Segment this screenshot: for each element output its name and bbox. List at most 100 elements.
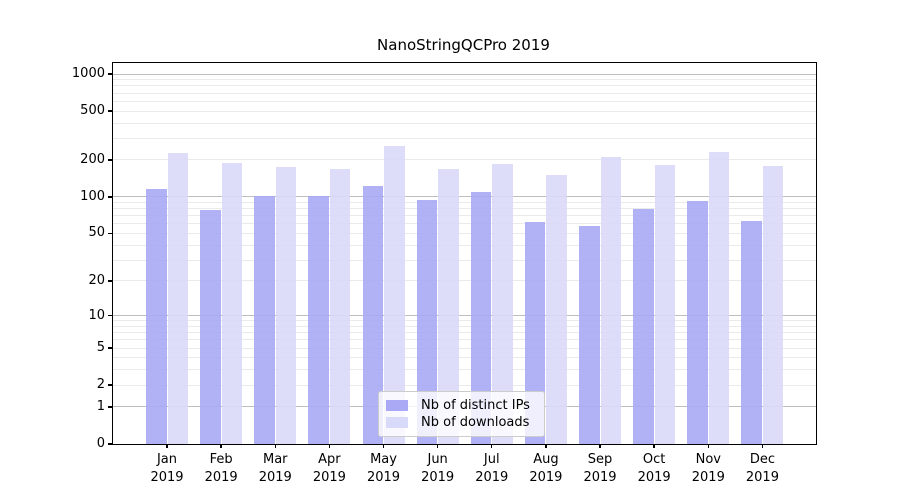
gridline-minor	[113, 339, 816, 341]
gridline-minor	[113, 357, 816, 359]
x-tick-label: Nov 2019	[678, 451, 738, 487]
x-tick-mark	[599, 444, 601, 448]
x-tick-year: 2019	[312, 470, 346, 485]
y-tick-label: 5	[96, 340, 105, 356]
gridline-minor	[113, 92, 816, 94]
legend: Nb of distinct IPs Nb of downloads	[378, 391, 545, 437]
legend-entry-distinct-ips: Nb of distinct IPs	[386, 397, 536, 414]
gridline-minor	[113, 347, 816, 349]
gridline-major	[113, 196, 816, 198]
gridline-minor	[113, 325, 816, 327]
y-tick-label: 10	[88, 307, 105, 323]
gridline-minor	[113, 79, 816, 81]
bar-distinct-ips-jun	[416, 199, 438, 444]
gridline-major	[113, 315, 816, 317]
bar-downloads-may	[384, 145, 405, 444]
bar-distinct-ips-feb	[200, 210, 221, 444]
y-tick-label: 2	[96, 377, 105, 393]
bar-distinct-ips-jul	[470, 191, 492, 444]
gridline-minor	[113, 232, 816, 234]
y-tick-mark	[107, 280, 112, 282]
bar-distinct-ips-oct	[633, 208, 654, 444]
x-tick-year: 2019	[204, 470, 238, 485]
gridline-minor	[113, 259, 816, 261]
y-tick-mark	[107, 73, 112, 75]
x-tick-month: Feb	[209, 452, 233, 467]
x-tick-mark	[220, 444, 222, 448]
bar-downloads-jul	[492, 163, 513, 444]
y-tick-mark	[107, 232, 112, 235]
x-tick-label: Aug 2019	[516, 451, 576, 487]
x-tick-month: Jul	[483, 452, 500, 467]
x-tick-month: Sep	[587, 452, 613, 467]
y-tick-mark	[107, 159, 112, 161]
gridline-minor	[113, 122, 816, 124]
x-tick-year: 2019	[691, 470, 725, 485]
y-tick-mark	[107, 196, 112, 198]
legend-entry-downloads: Nb of downloads	[386, 414, 536, 431]
x-tick-mark	[436, 444, 439, 448]
x-tick-month: May	[370, 452, 397, 467]
x-tick-year: 2019	[583, 470, 617, 485]
x-tick-mark	[653, 444, 655, 448]
y-tick-mark	[107, 314, 112, 317]
gridline-minor	[113, 223, 816, 225]
plot-area: 0 1 2 5 10 20 50 100 200 500 1000 Jan 2019 Feb 2019 Mar…	[72, 62, 817, 485]
bar-distinct-ips-nov	[687, 201, 708, 444]
x-tick-month: Aug	[533, 452, 559, 467]
y-tick-label: 1	[96, 398, 105, 414]
x-tick-label: May 2019	[354, 451, 414, 487]
bar-downloads-sep	[600, 156, 622, 444]
gridline-minor	[113, 369, 816, 371]
x-tick-label: Oct 2019	[624, 451, 684, 487]
y-tick-label: 20	[88, 272, 105, 288]
bar-distinct-ips-mar	[254, 196, 275, 444]
gridline-minor	[113, 280, 816, 282]
x-tick-mark	[545, 444, 547, 448]
gridline-minor	[113, 384, 816, 386]
gridline-minor	[113, 159, 816, 161]
x-tick-label: Mar 2019	[245, 451, 305, 487]
x-tick-label: Jul 2019	[462, 451, 522, 487]
x-tick-month: Oct	[642, 452, 666, 467]
legend-swatch-downloads-icon	[386, 417, 408, 428]
gridline-minor	[113, 208, 816, 210]
bar-downloads-dec	[762, 165, 784, 444]
gridline-minor	[113, 110, 816, 112]
y-tick-label: 500	[80, 103, 105, 119]
x-tick-year: 2019	[258, 470, 292, 485]
x-tick-mark	[166, 444, 168, 448]
gridline-minor	[113, 137, 816, 139]
x-tick-month: Dec	[749, 452, 775, 467]
bar-distinct-ips-jan	[146, 189, 167, 444]
x-tick-label: Feb 2019	[191, 451, 251, 487]
gridline-major	[113, 73, 816, 75]
y-tick-mark	[107, 384, 112, 386]
gridline-minor	[113, 85, 816, 87]
bar-downloads-oct	[654, 164, 676, 444]
legend-label-distinct-ips: Nb of distinct IPs	[421, 398, 530, 413]
y-tick-mark	[107, 443, 112, 445]
bar-downloads-apr	[329, 169, 351, 444]
x-tick-month: Jun	[427, 452, 448, 467]
bar-downloads-feb	[221, 162, 243, 444]
x-tick-mark	[328, 444, 331, 448]
y-tick-mark	[107, 406, 112, 408]
x-tick-label: Apr 2019	[299, 451, 359, 487]
legend-swatch-distinct-ips-icon	[386, 400, 408, 411]
gridline-minor	[113, 215, 816, 217]
x-tick-label: Dec 2019	[732, 451, 792, 487]
y-tick-label: 1000	[71, 66, 105, 82]
gridline-minor	[113, 244, 816, 246]
gridline-minor	[113, 100, 816, 102]
y-tick-label: 50	[88, 225, 105, 241]
bar-downloads-jan	[167, 152, 188, 444]
x-tick-year: 2019	[366, 470, 401, 485]
bar-distinct-ips-dec	[741, 221, 762, 444]
x-tick-year: 2019	[421, 470, 455, 485]
bar-downloads-mar	[275, 167, 297, 444]
x-tick-year: 2019	[475, 470, 509, 485]
x-tick-month: Jan	[156, 452, 178, 467]
x-tick-label: Sep 2019	[570, 451, 630, 487]
